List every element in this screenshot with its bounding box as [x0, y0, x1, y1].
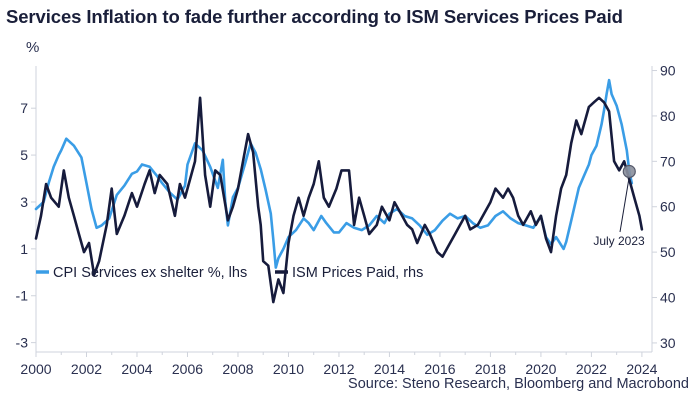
right-tick-label: 40: [660, 290, 676, 306]
legend-label-ism: ISM Prices Paid, rhs: [292, 265, 423, 281]
right-tick-label: 50: [660, 244, 676, 260]
series-line-cpi-services: [34, 78, 634, 269]
legend: CPI Services ex shelter %, lhs ISM Prices…: [36, 265, 423, 281]
legend-label-cpi: CPI Services ex shelter %, lhs: [53, 265, 247, 281]
left-tick-label: 5: [20, 147, 28, 163]
x-tick-label: 2012: [323, 361, 354, 377]
annotation-marker: [622, 164, 636, 179]
left-tick-label: 3: [20, 194, 28, 210]
annotation-leader-line: [619, 176, 630, 233]
x-tick-label: 2006: [172, 361, 203, 377]
x-tick-label: 2016: [424, 361, 455, 377]
x-tick-label: 2024: [626, 361, 657, 377]
x-tick-label: 2004: [121, 361, 152, 377]
x-tick-label: 2002: [71, 361, 102, 377]
left-tick-label: -1: [16, 288, 29, 304]
x-tick-label: 2022: [576, 361, 607, 377]
right-tick-label: 90: [660, 63, 676, 79]
right-tick-label: 30: [660, 335, 676, 351]
left-tick-label: 1: [20, 241, 28, 257]
source-note: Source: Steno Research, Bloomberg and Ma…: [348, 376, 689, 392]
series-line-ism-prices-paid: [34, 96, 644, 304]
right-tick-label: 70: [660, 153, 676, 169]
left-unit-label: %: [26, 39, 39, 56]
x-tick-label: 2010: [273, 361, 304, 377]
annotation-label: July 2023: [593, 234, 645, 248]
left-tick-label: -3: [16, 335, 29, 351]
right-tick-label: 60: [660, 199, 676, 215]
x-tick-label: 2008: [222, 361, 253, 377]
left-tick-label: 7: [20, 100, 28, 116]
x-tick-label: 2014: [374, 361, 405, 377]
right-tick-label: 80: [660, 108, 676, 124]
x-tick-label: 2018: [475, 361, 506, 377]
x-tick-label: 2020: [525, 361, 556, 377]
chart-title: Services Inflation to fade further accor…: [6, 6, 623, 27]
x-tick-label: 2000: [20, 361, 51, 377]
